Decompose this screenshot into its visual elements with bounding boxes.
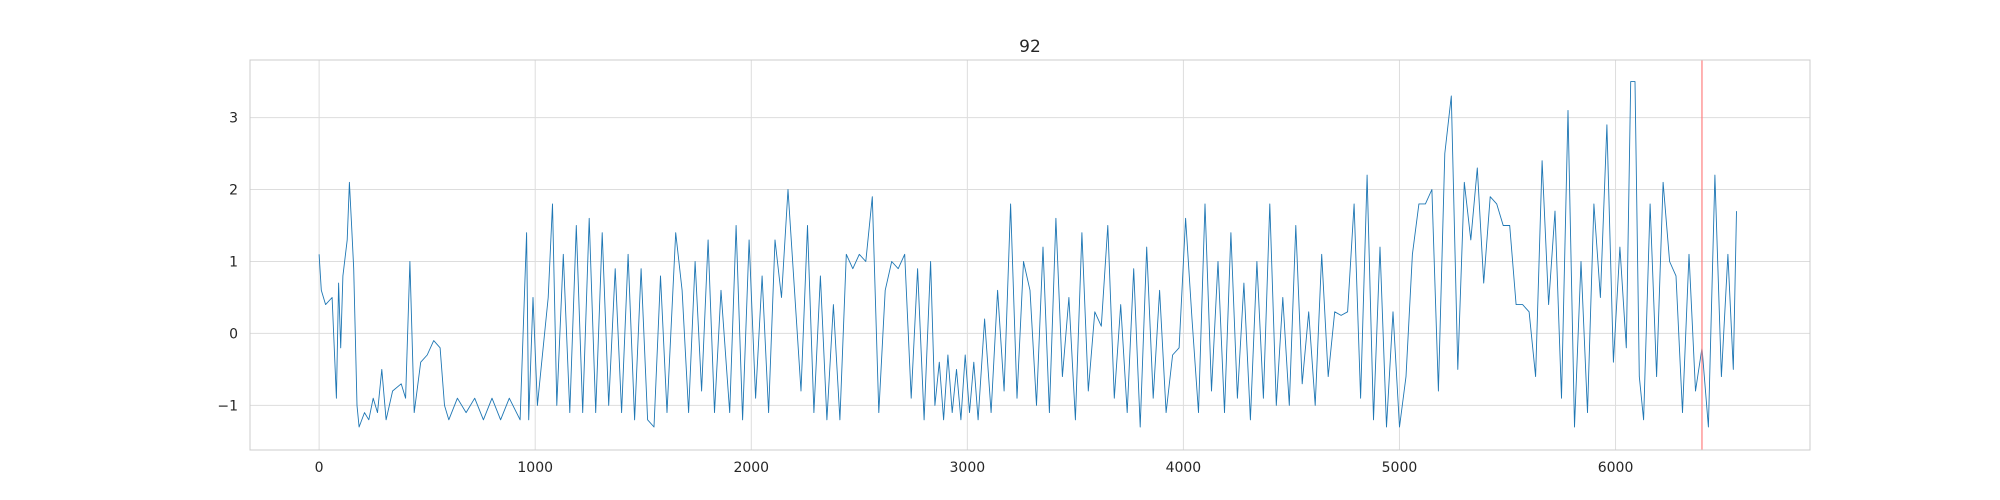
y-tick-label: −1 [217, 398, 238, 414]
y-tick-label: 0 [229, 326, 238, 342]
chart-title: 92 [1019, 37, 1041, 57]
x-tick-label: 5000 [1382, 460, 1418, 476]
plot-area-frame [249, 59, 1811, 451]
y-tick-label: 2 [229, 183, 238, 199]
x-tick-label: 3000 [950, 460, 986, 476]
x-tick-label: 1000 [517, 460, 553, 476]
y-tick-label: 3 [229, 111, 238, 127]
x-tick-label: 6000 [1598, 460, 1634, 476]
series-layer [318, 81, 1737, 428]
x-tick-label: 0 [315, 460, 324, 476]
x-tick-label: 2000 [733, 460, 769, 476]
x-axis-ticks: 0 1000 2000 3000 4000 5000 6000 [315, 460, 1634, 476]
series-line [318, 81, 1737, 428]
y-axis-ticks: −1 0 1 2 3 [217, 111, 238, 415]
x-tick-label: 4000 [1166, 460, 1202, 476]
y-tick-label: 1 [229, 254, 238, 270]
